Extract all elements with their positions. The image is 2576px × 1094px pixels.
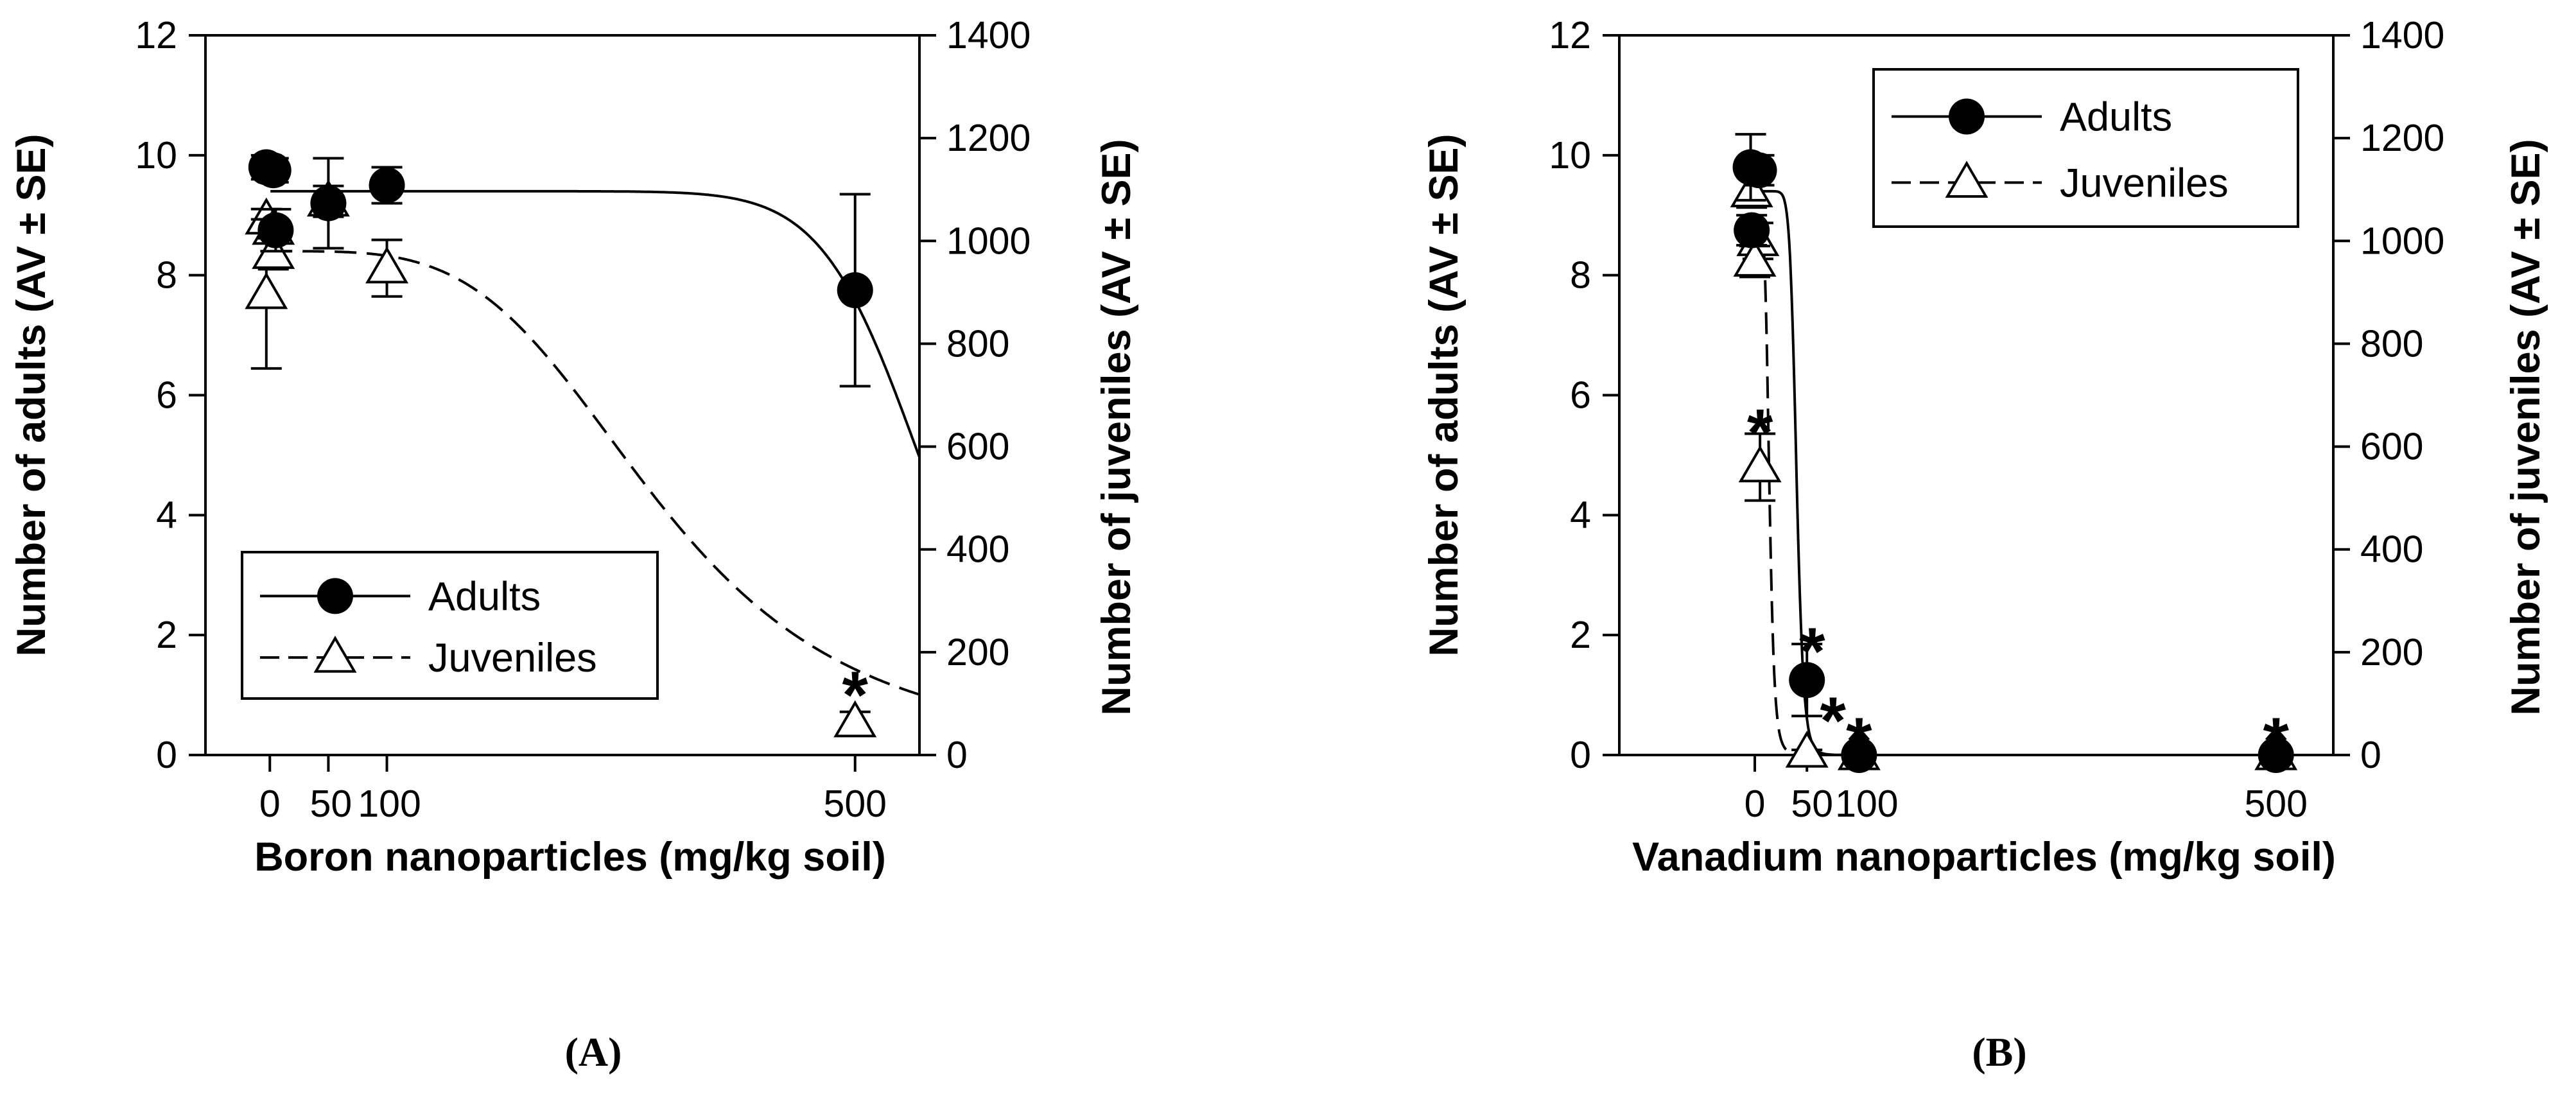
y-left-tick-label: 4 [156,494,177,536]
y-left-tick-label: 8 [156,254,177,297]
y-left-tick-label: 0 [1570,734,1591,776]
y-left-tick-label: 12 [135,14,177,56]
y-left-tick-label: 10 [135,134,177,177]
adult-marker [837,272,873,309]
adult-marker [1841,737,1877,773]
adult-marker [1741,152,1777,189]
significance-star: * [2263,704,2289,779]
adult-marker [2258,737,2294,773]
panel-b: 0 2 4 6 8 10 12 0 200 400 600 800 1000 1200 1400 0 50 100… [1422,14,2548,1075]
significance-star: * [1846,704,1872,779]
adult-marker [310,185,347,221]
juveniles-fit-curve [1755,219,2333,755]
x-tick-label: 50 [310,783,352,825]
y-left-axis-title: Number of adults (AV ± SE) [9,134,54,657]
y-right-tick-label: 600 [946,426,1009,468]
adult-marker [257,212,294,248]
panel-a: 0 2 4 6 8 10 12 0 200 400 600 800 1000 1200 1400 0 50 100… [9,14,1139,1075]
legend-box [241,551,659,700]
juvenile-marker [313,636,357,673]
adults-fit-curve [1755,189,2333,755]
adult-marker [317,578,353,614]
y-left-tick-label: 2 [156,614,177,656]
y-right-tick-label: 1200 [946,117,1031,159]
y-left-tick-label: 12 [1549,14,1591,56]
y-right-tick-label: 200 [946,631,1009,673]
juvenile-marker [1733,239,1777,277]
juvenile-marker [245,272,288,309]
y-right-tick-label: 0 [2360,734,2381,776]
legend-label-juveniles: Juveniles [428,636,597,681]
adult-marker [1949,98,1985,135]
juvenile-marker [365,246,409,284]
adult-marker [369,167,405,204]
juvenile-marker [1945,161,1989,198]
adult-marker [1789,662,1825,699]
legend-label-juveniles: Juveniles [2060,161,2229,205]
y-left-tick-label: 10 [1549,134,1591,177]
y-left-axis-title: Number of adults (AV ± SE) [1422,134,1466,657]
y-right-tick-label: 1400 [946,14,1031,56]
juvenile-marker [1785,731,1829,768]
y-left-tick-label: 4 [1570,494,1591,536]
y-left-tick-label: 8 [1570,254,1591,297]
y-left-tick-label: 2 [1570,614,1591,656]
adult-marker [1734,212,1770,248]
y-right-tick-label: 1400 [2360,14,2444,56]
panel-label: (A) [565,1029,622,1075]
juvenile-marker [833,700,877,738]
significance-star: * [1799,614,1825,689]
y-right-tick-label: 200 [2360,631,2423,673]
y-right-axis-title: Number of juveniles (AV ± SE) [2503,139,2548,715]
x-tick-label: 0 [1745,783,1766,825]
y-left-tick-label: 6 [156,374,177,417]
y-right-axis-title: Number of juveniles (AV ± SE) [1094,139,1139,715]
x-tick-label: 100 [1835,783,1898,825]
y-right-tick-label: 1000 [946,220,1031,262]
y-right-tick-label: 400 [2360,528,2423,571]
legend-label-adults: Adults [428,574,541,619]
y-left-tick-label: 0 [156,734,177,776]
y-right-tick-label: 600 [2360,426,2423,468]
x-axis-title: Boron nanoparticles (mg/kg soil) [254,835,886,880]
y-right-tick-label: 800 [946,322,1009,365]
x-tick-label: 500 [2244,783,2307,825]
juvenile-marker [1738,445,1782,483]
juveniles-fit-curve [270,250,919,696]
significance-star: * [1820,684,1847,758]
y-right-tick-label: 1200 [2360,117,2444,159]
legend-box [1872,68,2299,228]
adult-marker [255,152,292,189]
x-tick-label: 0 [259,783,281,825]
y-right-tick-label: 400 [946,528,1009,571]
y-right-tick-label: 1000 [2360,220,2444,262]
panel-label: (B) [1972,1029,2026,1075]
x-tick-label: 50 [1791,783,1833,825]
y-left-tick-label: 6 [1570,374,1591,417]
x-axis-title: Vanadium nanoparticles (mg/kg soil) [1632,835,2336,880]
x-tick-label: 500 [824,783,887,825]
y-right-tick-label: 800 [2360,322,2423,365]
significance-star: * [1747,396,1773,471]
y-right-tick-label: 0 [946,734,968,776]
legend-label-adults: Adults [2060,95,2172,140]
significance-star: * [842,658,868,733]
x-tick-label: 100 [358,783,421,825]
